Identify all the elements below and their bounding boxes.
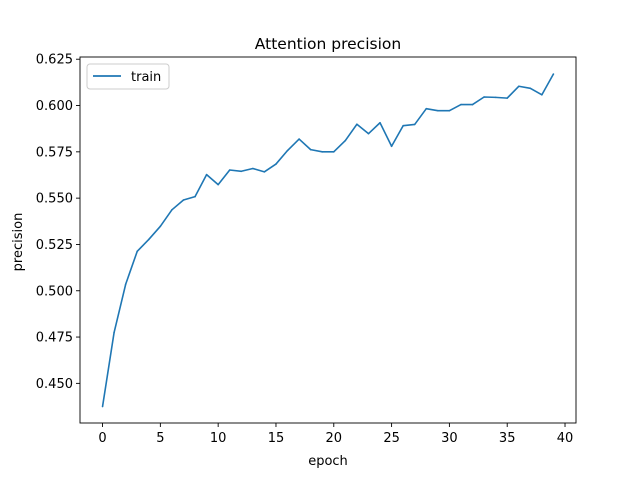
y-axis: 0.450 0.475 0.500 0.525 0.550 0.575 0.600 0.625 — [36, 53, 80, 392]
data-point — [275, 163, 277, 165]
y-tick-label: 0.550 — [36, 192, 73, 207]
data-point — [205, 173, 208, 176]
x-tick-label: 20 — [326, 431, 343, 446]
plot-frame — [79, 56, 577, 424]
data-point — [494, 96, 497, 99]
data-point — [413, 123, 416, 126]
data-point — [402, 124, 404, 127]
chart-title: Attention precision — [255, 35, 401, 53]
legend-label-train: train — [131, 70, 161, 85]
y-tick-label: 0.525 — [36, 238, 73, 253]
data-point — [332, 151, 335, 153]
y-tick-label: 0.575 — [36, 145, 73, 160]
y-tick-label: 0.500 — [36, 284, 73, 299]
data-point — [217, 183, 219, 186]
x-tick-label: 35 — [499, 431, 516, 446]
data-point — [252, 167, 254, 170]
data-point — [367, 132, 370, 135]
data-point — [240, 170, 243, 173]
data-point — [460, 103, 462, 106]
data-point — [471, 103, 474, 106]
data-point — [344, 139, 347, 142]
data-point — [194, 195, 196, 198]
data-point — [171, 209, 173, 211]
data-point — [263, 171, 266, 173]
x-tick-label: 15 — [268, 431, 285, 446]
plot-area — [79, 56, 577, 424]
data-point — [517, 85, 520, 88]
data-point — [529, 87, 532, 90]
data-point — [437, 109, 439, 112]
data-point — [147, 238, 150, 241]
data-point — [136, 250, 139, 253]
y-tick-label: 0.625 — [36, 53, 73, 68]
data-point — [483, 96, 485, 98]
y-tick-label: 0.450 — [36, 377, 73, 392]
data-point — [356, 123, 358, 126]
data-point — [182, 199, 185, 201]
x-tick-label: 10 — [210, 431, 227, 446]
series-line-train — [101, 73, 555, 407]
data-point — [159, 225, 162, 228]
data-point — [228, 169, 231, 171]
data-point — [124, 283, 127, 286]
data-point — [506, 97, 509, 99]
x-axis: 0 5 10 15 20 25 30 35 40 — [98, 423, 573, 446]
data-point — [390, 145, 393, 148]
data-point — [286, 149, 289, 152]
data-point — [309, 148, 312, 151]
y-tick-label: 0.475 — [36, 331, 73, 346]
data-point — [113, 331, 115, 334]
legend-box — [86, 63, 170, 90]
x-tick-label: 40 — [557, 431, 574, 446]
data-point — [298, 138, 300, 140]
y-axis-label: precision — [11, 213, 26, 272]
x-tick-label: 0 — [98, 431, 106, 446]
y-tick-label: 0.600 — [36, 99, 73, 114]
data-point — [541, 93, 543, 96]
x-axis-label: epoch — [308, 454, 348, 469]
x-tick-label: 5 — [156, 431, 164, 446]
data-point — [101, 405, 104, 408]
data-point — [448, 109, 451, 112]
legend: train — [86, 63, 170, 90]
data-point — [379, 121, 381, 124]
x-tick-label: 30 — [441, 431, 458, 446]
data-point — [552, 73, 555, 75]
x-tick-label: 25 — [383, 431, 400, 446]
data-point — [321, 151, 324, 153]
data-point — [425, 107, 428, 110]
